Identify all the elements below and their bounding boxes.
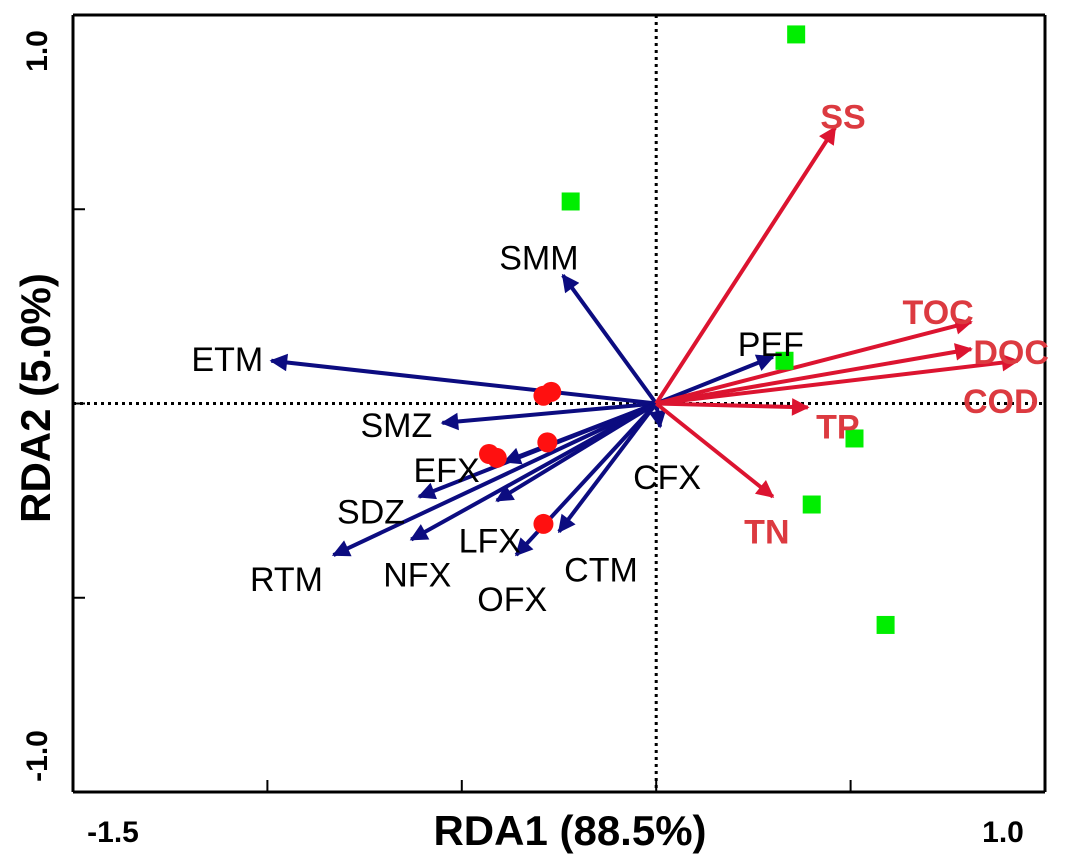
- env-arrow-tp: [656, 398, 810, 416]
- env-arrow-tn: [654, 401, 775, 499]
- y-tick-label: 1.0: [21, 30, 54, 72]
- species-arrow-pef: [655, 354, 775, 406]
- species-arrow-ctm: [557, 402, 658, 534]
- species-label-ofx: OFX: [477, 581, 547, 619]
- species-label-ctm: CTM: [564, 552, 638, 590]
- env-label-toc: TOC: [903, 294, 974, 332]
- species-label-lfx: LFX: [459, 523, 521, 561]
- site-point-green-square: [845, 429, 864, 448]
- species-arrow-sdz: [417, 401, 657, 500]
- species-label-smm: SMM: [499, 239, 578, 277]
- site-point-green-square: [775, 351, 794, 370]
- site-point-red-circle: [533, 513, 554, 534]
- site-point-green-square: [876, 615, 895, 634]
- species-arrow-rtm: [331, 401, 658, 557]
- species-label-nfx: NFX: [383, 556, 451, 594]
- site-point-green-square: [561, 192, 580, 211]
- env-label-tp: TP: [816, 408, 859, 446]
- site-points-green-squares: [561, 25, 895, 634]
- env-arrow-cod: [655, 353, 1020, 406]
- species-label-efx: EFX: [414, 452, 480, 490]
- x-axis-title: RDA1 (88.5%): [433, 807, 706, 854]
- site-point-red-circle: [541, 381, 562, 402]
- env-arrow-toc: [655, 317, 973, 406]
- env-arrow-doc: [655, 343, 973, 406]
- env-label-doc: DOC: [973, 334, 1049, 372]
- species-label-rtm: RTM: [250, 561, 323, 599]
- axes: [71, 13, 1047, 794]
- x-tick-label: -1.5: [87, 816, 139, 849]
- x-tick-label: 1.0: [982, 816, 1024, 849]
- species-label-cfx: CFX: [633, 459, 701, 497]
- env-label-tn: TN: [744, 514, 789, 552]
- species-arrow-lfx: [495, 401, 658, 503]
- species-arrow-smm: [561, 273, 658, 405]
- y-tick-label: -1.0: [21, 730, 54, 782]
- env-arrow-ss: [654, 126, 837, 405]
- env-label-cod: COD: [963, 383, 1039, 421]
- species-label-etm: ETM: [191, 341, 263, 379]
- tick-labels: -1.5 1.0 1.0 -1.0: [21, 30, 1024, 849]
- x-ticks: [72, 780, 1046, 792]
- site-point-green-square: [802, 495, 821, 514]
- site-point-red-circle: [486, 447, 507, 468]
- species-label-pef: PEF: [738, 326, 804, 364]
- site-point-red-circle: [537, 432, 558, 453]
- env-label-ss: SS: [820, 99, 865, 137]
- species-arrow-etm: [269, 353, 657, 406]
- environment-arrows: [654, 126, 1020, 499]
- site-points-red-circles: [479, 381, 562, 534]
- species-label-smz: SMZ: [360, 407, 432, 445]
- species-arrow-smz: [440, 401, 657, 431]
- y-axis-title: RDA2 (5.0%): [12, 273, 59, 523]
- site-point-green-square: [787, 25, 806, 44]
- species-label-sdz: SDZ: [337, 494, 405, 532]
- species-arrow-cfx: [648, 403, 667, 429]
